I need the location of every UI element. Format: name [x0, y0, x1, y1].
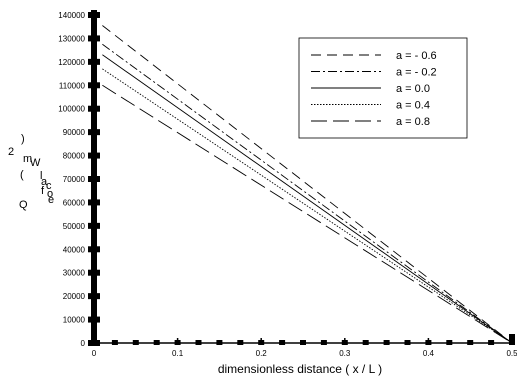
y-axis-label-fragment: ) [21, 133, 25, 145]
x-axis-marker [132, 340, 139, 345]
x-axis-marker [153, 340, 160, 345]
x-axis-marker [216, 340, 223, 345]
x-axis-marker [404, 340, 411, 345]
y-tick-label: 10000 [63, 316, 86, 325]
axes: 0 10000 20000 30000 40000 50000 60000 70000 8000… [58, 10, 517, 358]
y-tick-label: 100000 [58, 105, 85, 114]
y-tick-label: 120000 [58, 58, 85, 67]
legend: a = - 0.6 a = - 0.2 a = 0.0 a = 0.4 a = 0.8 [298, 37, 468, 139]
x-axis-marker [383, 340, 390, 345]
series-line-1 [102, 25, 513, 344]
x-axis-marker [237, 340, 244, 345]
y-axis-label-fragment: f [41, 185, 45, 197]
y-tick-label: 40000 [63, 245, 86, 254]
x-axis-marker [467, 340, 474, 345]
x-axis-marker [111, 340, 118, 345]
y-tick-marker [88, 199, 100, 206]
y-tick-label: 90000 [63, 128, 86, 137]
y-tick-marker [88, 129, 100, 136]
x-axis-marker [320, 340, 327, 345]
x-axis-marker [195, 340, 202, 345]
y-tick-label: 110000 [59, 81, 86, 90]
y-tick-marker [88, 293, 100, 300]
y-axis-label-fragment: a [41, 176, 48, 188]
legend-label-2: a = - 0.2 [396, 67, 437, 79]
x-axis-marker [279, 340, 286, 345]
x-tick-label: 0 [92, 349, 97, 358]
y-axis-label-fragment: m [23, 153, 33, 165]
y-tick-marker [88, 105, 100, 112]
x-axis-marker [425, 340, 432, 345]
y-tick-label: 70000 [63, 175, 86, 184]
y-tick-marker [88, 316, 100, 323]
y-axis-label-fragment: o [47, 188, 54, 200]
y-tick-label: 140000 [58, 11, 85, 20]
y-tick-marker [88, 35, 100, 42]
y-tick-marker [88, 152, 100, 159]
y-axis-label-fragment: 2 [8, 146, 15, 158]
y-axis-label-fragment: W [30, 157, 41, 169]
series-line-5 [102, 84, 513, 344]
y-tick-marker [88, 176, 100, 182]
y-tick-marker [88, 246, 100, 253]
x-axis-marker [300, 340, 306, 345]
x-axis-label: dimensionless distance ( x / L ) [218, 362, 382, 376]
y-tick-label: 60000 [63, 198, 86, 207]
y-axis-label-fragment: Q [19, 199, 28, 211]
series-line-3 [102, 54, 513, 344]
x-tick-label: 0.5 [506, 349, 517, 358]
y-tick-marker [88, 269, 100, 276]
legend-label-5: a = 0.8 [396, 116, 430, 128]
y-tick-marker [88, 58, 100, 65]
x-tick-label: 0.3 [339, 349, 351, 358]
y-tick-marker [88, 12, 100, 18]
x-axis-marker [174, 340, 181, 345]
x-axis-marker [91, 340, 97, 345]
x-axis-marker [446, 340, 453, 345]
legend-label-3: a = 0.0 [396, 83, 430, 95]
x-tick-label: 0.2 [256, 349, 268, 358]
y-tick-label: 80000 [63, 152, 86, 161]
y-axis-label-fragment: l [40, 170, 43, 182]
x-axis-marker [362, 340, 369, 345]
series-lines [102, 25, 513, 344]
y-tick-label: 130000 [58, 34, 85, 43]
x-tick-label: 0.4 [423, 349, 435, 358]
x-tick-label: 0.1 [172, 349, 184, 358]
y-tick-marker [88, 82, 100, 89]
y-tick-marker [88, 222, 100, 229]
y-axis-label-fragment: c [46, 180, 52, 192]
y-tick-label: 50000 [63, 222, 86, 231]
x-axis-marker [258, 340, 265, 345]
y-tick-label: 30000 [63, 269, 86, 278]
legend-label-4: a = 0.4 [396, 100, 430, 112]
series-line-4 [102, 68, 513, 344]
y-tick-label: 0 [81, 339, 86, 348]
x-axis-marker [509, 340, 515, 345]
y-tick-label: 20000 [63, 292, 86, 301]
y-axis-label-fragment: ( [20, 169, 24, 181]
y-axis-label-fragment: e [48, 194, 55, 206]
x-axis-marker [341, 340, 348, 345]
legend-label-1: a = - 0.6 [396, 50, 437, 62]
x-axis-marker [488, 340, 495, 345]
